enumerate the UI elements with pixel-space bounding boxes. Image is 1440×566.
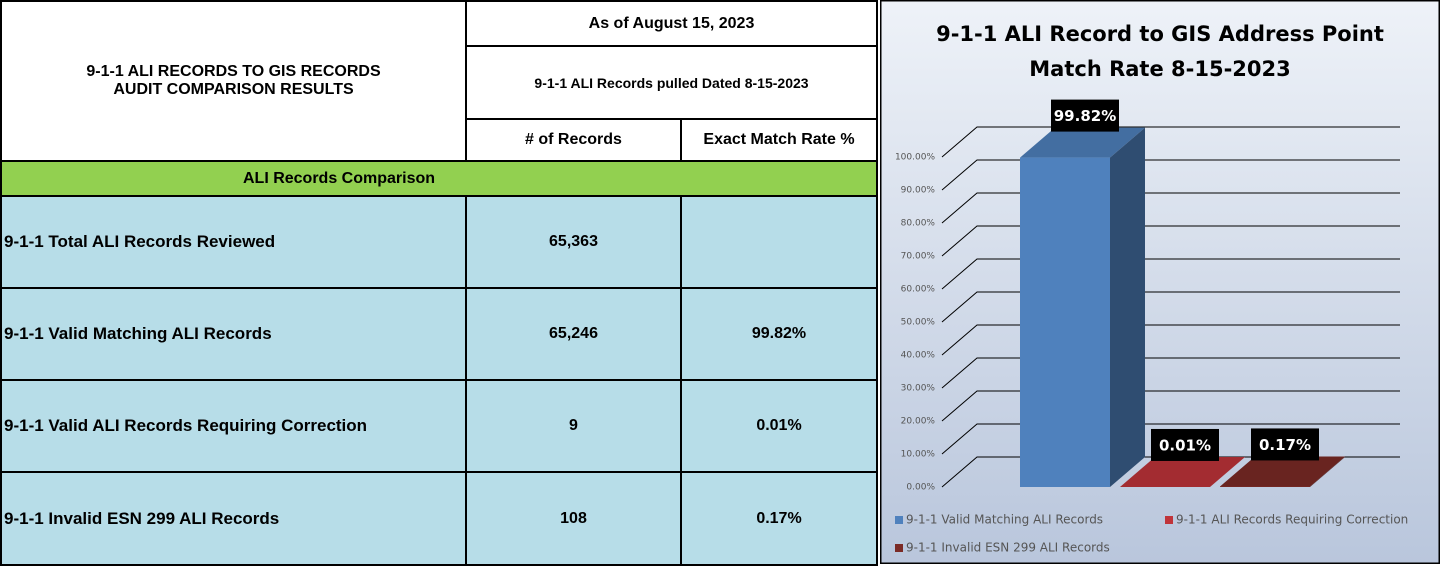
as-of: As of August 15, 2023 — [466, 1, 877, 46]
legend-swatch — [1165, 516, 1173, 524]
y-tick-label: 30.00% — [901, 384, 936, 394]
y-tick-label: 60.00% — [901, 285, 936, 295]
chart: 9-1-1 ALI Record to GIS Address Point Ma… — [880, 0, 1440, 564]
pulled: 9-1-1 ALI Records pulled Dated 8-15-2023 — [466, 46, 877, 119]
match-rate: 0.01% — [681, 380, 877, 472]
hatched-cell — [681, 196, 877, 288]
y-tick-label: 100.00% — [895, 153, 935, 163]
row-label: 9-1-1 Total ALI Records Reviewed — [1, 196, 466, 288]
value-label: 0.17% — [1259, 436, 1311, 454]
y-tick-label: 20.00% — [901, 417, 936, 427]
section-text: ALI Records Comparison — [243, 170, 435, 187]
legend-label: 9-1-1 Invalid ESN 299 ALI Records — [906, 541, 1110, 555]
bar — [1220, 486, 1310, 487]
column-header: # of Records — [466, 119, 681, 161]
record-count: 108 — [466, 472, 681, 565]
row-label: 9-1-1 Invalid ESN 299 ALI Records — [1, 472, 466, 565]
legend-swatch — [895, 516, 903, 524]
row-label: 9-1-1 Valid Matching ALI Records — [1, 288, 466, 380]
legend-swatch — [895, 544, 903, 552]
record-count: 9 — [466, 380, 681, 472]
title-line: 9-1-1 ALI RECORDS TO GIS RECORDS — [86, 63, 380, 80]
column-header: Exact Match Rate % — [681, 119, 877, 161]
y-tick-label: 40.00% — [901, 351, 936, 361]
match-rate: 0.17% — [681, 472, 877, 565]
y-tick-label: 50.00% — [901, 318, 936, 328]
match-rate: 99.82% — [681, 288, 877, 380]
legend-label: 9-1-1 Valid Matching ALI Records — [906, 513, 1103, 527]
value-label: 99.82% — [1054, 107, 1116, 125]
bar — [1020, 158, 1110, 487]
y-tick-label: 10.00% — [901, 450, 936, 460]
chart-title: Match Rate 8-15-2023 — [1029, 57, 1290, 81]
y-tick-label: 0.00% — [906, 483, 935, 493]
section-header: ALI Records Comparison — [1, 161, 877, 196]
record-count: 65,363 — [466, 196, 681, 288]
y-tick-label: 70.00% — [901, 252, 936, 262]
chart-title: 9-1-1 ALI Record to GIS Address Point — [936, 22, 1384, 46]
value-label: 0.01% — [1159, 436, 1211, 454]
legend-label: 9-1-1 ALI Records Requiring Correction — [1176, 513, 1408, 527]
record-count: 65,246 — [466, 288, 681, 380]
y-tick-label: 80.00% — [901, 219, 936, 229]
y-tick-label: 90.00% — [901, 186, 936, 196]
row-label: 9-1-1 Valid ALI Records Requiring Correc… — [1, 380, 466, 472]
title-line: AUDIT COMPARISON RESULTS — [113, 81, 353, 98]
bar-side — [1110, 128, 1145, 487]
